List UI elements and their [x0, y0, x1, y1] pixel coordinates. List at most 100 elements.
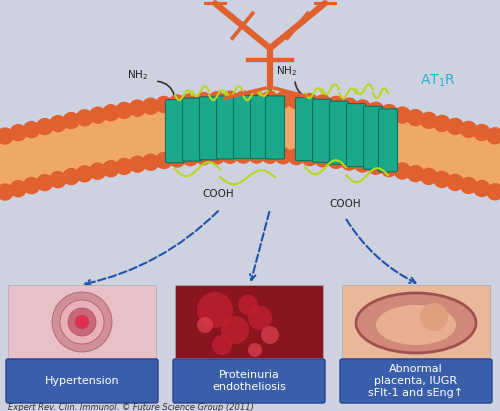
Circle shape	[236, 91, 252, 107]
FancyBboxPatch shape	[296, 98, 314, 161]
Circle shape	[156, 152, 172, 169]
FancyBboxPatch shape	[182, 98, 202, 161]
Circle shape	[197, 292, 233, 328]
Circle shape	[130, 100, 146, 116]
Text: COOH: COOH	[202, 189, 234, 199]
Text: Expert Rev. Clin. Immunol. © Future Science Group (2011): Expert Rev. Clin. Immunol. © Future Scie…	[8, 402, 254, 411]
FancyBboxPatch shape	[346, 104, 366, 166]
Circle shape	[238, 295, 258, 315]
Circle shape	[10, 125, 26, 141]
Circle shape	[103, 161, 119, 177]
Circle shape	[142, 98, 158, 114]
Circle shape	[342, 98, 357, 114]
Circle shape	[302, 94, 318, 110]
Circle shape	[408, 166, 424, 182]
Circle shape	[75, 315, 89, 329]
Circle shape	[68, 308, 96, 336]
Circle shape	[50, 172, 66, 188]
FancyBboxPatch shape	[378, 109, 398, 172]
Circle shape	[394, 107, 410, 123]
Circle shape	[420, 303, 448, 331]
FancyBboxPatch shape	[330, 101, 348, 164]
FancyBboxPatch shape	[200, 97, 218, 160]
Circle shape	[212, 335, 232, 355]
Bar	[342, 285, 490, 358]
Circle shape	[328, 152, 344, 169]
Circle shape	[288, 92, 304, 109]
Circle shape	[196, 92, 212, 109]
Circle shape	[248, 343, 262, 357]
Circle shape	[248, 306, 272, 330]
Circle shape	[196, 149, 212, 165]
Circle shape	[222, 91, 238, 107]
Circle shape	[36, 119, 52, 135]
FancyBboxPatch shape	[6, 359, 158, 403]
Circle shape	[90, 163, 106, 179]
Circle shape	[90, 107, 106, 123]
Circle shape	[116, 102, 132, 118]
Text: NH$_2$: NH$_2$	[276, 64, 297, 78]
FancyBboxPatch shape	[173, 359, 325, 403]
FancyBboxPatch shape	[166, 100, 184, 163]
Text: Proteinuria
endotheliosis: Proteinuria endotheliosis	[212, 370, 286, 392]
Circle shape	[487, 128, 500, 144]
Circle shape	[448, 118, 464, 134]
Circle shape	[434, 171, 450, 187]
Text: Abnormal
placenta, IUGR
sFlt-1 and sEng↑: Abnormal placenta, IUGR sFlt-1 and sEng↑	[368, 364, 464, 398]
Circle shape	[448, 174, 464, 190]
Circle shape	[261, 326, 279, 344]
Circle shape	[209, 148, 225, 164]
Text: COOH: COOH	[329, 199, 361, 209]
Circle shape	[142, 154, 158, 170]
Circle shape	[474, 180, 490, 196]
Circle shape	[421, 112, 437, 128]
Ellipse shape	[356, 293, 476, 353]
Circle shape	[328, 96, 344, 112]
Circle shape	[52, 292, 112, 352]
Circle shape	[368, 158, 384, 174]
Circle shape	[248, 147, 264, 163]
FancyBboxPatch shape	[312, 99, 332, 162]
Circle shape	[76, 166, 92, 182]
Circle shape	[182, 94, 198, 110]
Circle shape	[460, 121, 476, 137]
Circle shape	[169, 151, 185, 167]
Bar	[8, 285, 156, 358]
Circle shape	[221, 316, 249, 344]
Circle shape	[209, 92, 225, 108]
Circle shape	[182, 150, 198, 166]
Circle shape	[315, 95, 331, 111]
FancyBboxPatch shape	[340, 359, 492, 403]
Circle shape	[197, 317, 213, 333]
Circle shape	[275, 92, 291, 108]
Text: NH$_2$: NH$_2$	[128, 68, 148, 82]
FancyBboxPatch shape	[266, 96, 284, 159]
Circle shape	[50, 115, 66, 132]
Circle shape	[76, 110, 92, 126]
FancyBboxPatch shape	[234, 95, 252, 159]
Circle shape	[236, 147, 252, 163]
FancyBboxPatch shape	[250, 96, 270, 159]
Circle shape	[169, 95, 185, 111]
Circle shape	[24, 122, 40, 138]
Circle shape	[381, 161, 397, 177]
Circle shape	[130, 156, 146, 172]
FancyBboxPatch shape	[216, 96, 236, 159]
Circle shape	[156, 97, 172, 113]
Circle shape	[63, 169, 79, 185]
Circle shape	[460, 178, 476, 194]
Circle shape	[103, 105, 119, 121]
Circle shape	[10, 181, 26, 197]
Circle shape	[315, 151, 331, 167]
Circle shape	[421, 169, 437, 185]
Circle shape	[434, 115, 450, 132]
Circle shape	[275, 148, 291, 164]
Circle shape	[222, 147, 238, 163]
Circle shape	[288, 148, 304, 164]
Circle shape	[354, 156, 370, 172]
Circle shape	[0, 128, 13, 144]
Circle shape	[408, 110, 424, 126]
Circle shape	[262, 91, 278, 107]
Ellipse shape	[376, 305, 456, 345]
Text: Hypertension: Hypertension	[44, 376, 120, 386]
